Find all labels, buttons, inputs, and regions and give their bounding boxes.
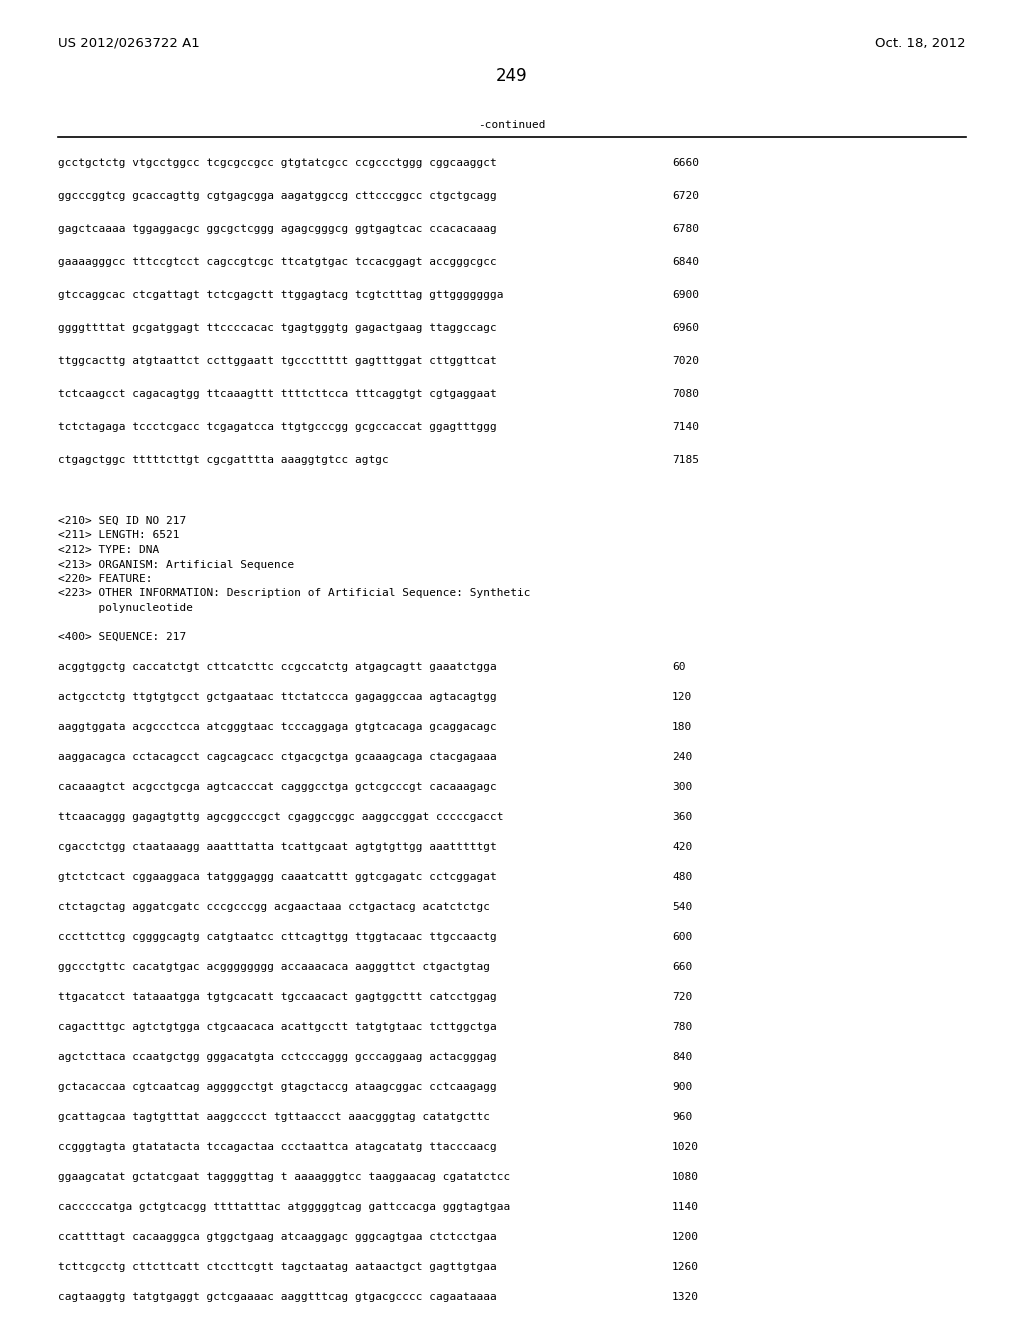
Text: ccgggtagta gtatatacta tccagactaa ccctaattca atagcatatg ttacccaacg: ccgggtagta gtatatacta tccagactaa ccctaat…: [58, 1142, 497, 1151]
Text: gtccaggcac ctcgattagt tctcgagctt ttggagtacg tcgtctttag gttggggggga: gtccaggcac ctcgattagt tctcgagctt ttggagt…: [58, 290, 504, 300]
Text: aaggacagca cctacagcct cagcagcacc ctgacgctga gcaaagcaga ctacgagaaa: aaggacagca cctacagcct cagcagcacc ctgacgc…: [58, 751, 497, 762]
Text: 420: 420: [672, 842, 692, 851]
Text: ttgacatcct tataaatgga tgtgcacatt tgccaacact gagtggcttt catcctggag: ttgacatcct tataaatgga tgtgcacatt tgccaac…: [58, 991, 497, 1002]
Text: <223> OTHER INFORMATION: Description of Artificial Sequence: Synthetic: <223> OTHER INFORMATION: Description of …: [58, 589, 530, 598]
Text: 180: 180: [672, 722, 692, 731]
Text: 1200: 1200: [672, 1232, 699, 1242]
Text: <400> SEQUENCE: 217: <400> SEQUENCE: 217: [58, 631, 186, 642]
Text: 360: 360: [672, 812, 692, 821]
Text: 480: 480: [672, 871, 692, 882]
Text: gctacaccaa cgtcaatcag aggggcctgt gtagctaccg ataagcggac cctcaagagg: gctacaccaa cgtcaatcag aggggcctgt gtagcta…: [58, 1081, 497, 1092]
Text: gagctcaaaa tggaggacgc ggcgctcggg agagcgggcg ggtgagtcac ccacacaaag: gagctcaaaa tggaggacgc ggcgctcggg agagcgg…: [58, 224, 497, 234]
Text: 840: 840: [672, 1052, 692, 1061]
Text: 7185: 7185: [672, 455, 699, 465]
Text: ttggcacttg atgtaattct ccttggaatt tgcccttttt gagtttggat cttggttcat: ttggcacttg atgtaattct ccttggaatt tgccctt…: [58, 356, 497, 366]
Text: -continued: -continued: [478, 120, 546, 129]
Text: gaaaagggcc tttccgtcct cagccgtcgc ttcatgtgac tccacggagt accgggcgcc: gaaaagggcc tttccgtcct cagccgtcgc ttcatgt…: [58, 257, 497, 267]
Text: <210> SEQ ID NO 217: <210> SEQ ID NO 217: [58, 516, 186, 525]
Text: 120: 120: [672, 692, 692, 701]
Text: US 2012/0263722 A1: US 2012/0263722 A1: [58, 37, 200, 50]
Text: cacaaagtct acgcctgcga agtcacccat cagggcctga gctcgcccgt cacaaagagc: cacaaagtct acgcctgcga agtcacccat cagggcc…: [58, 781, 497, 792]
Text: aaggtggata acgccctcca atcgggtaac tcccaggaga gtgtcacaga gcaggacagc: aaggtggata acgccctcca atcgggtaac tcccagg…: [58, 722, 497, 731]
Text: 6960: 6960: [672, 323, 699, 333]
Text: cagtaaggtg tatgtgaggt gctcgaaaac aaggtttcag gtgacgcccc cagaataaaa: cagtaaggtg tatgtgaggt gctcgaaaac aaggttt…: [58, 1291, 497, 1302]
Text: 6720: 6720: [672, 191, 699, 201]
Text: 1260: 1260: [672, 1262, 699, 1271]
Text: 960: 960: [672, 1111, 692, 1122]
Text: cacccccatga gctgtcacgg ttttatttac atgggggtcag gattccacga gggtagtgaa: cacccccatga gctgtcacgg ttttatttac atgggg…: [58, 1201, 510, 1212]
Text: 780: 780: [672, 1022, 692, 1031]
Text: ggccctgttc cacatgtgac acgggggggg accaaacaca aagggttct ctgactgtag: ggccctgttc cacatgtgac acgggggggg accaaac…: [58, 961, 490, 972]
Text: cagactttgc agtctgtgga ctgcaacaca acattgcctt tatgtgtaac tcttggctga: cagactttgc agtctgtgga ctgcaacaca acattgc…: [58, 1022, 497, 1031]
Text: 1080: 1080: [672, 1172, 699, 1181]
Text: gcattagcaa tagtgtttat aaggcccct tgttaaccct aaacgggtag catatgcttc: gcattagcaa tagtgtttat aaggcccct tgttaacc…: [58, 1111, 490, 1122]
Text: <213> ORGANISM: Artificial Sequence: <213> ORGANISM: Artificial Sequence: [58, 560, 294, 569]
Text: 300: 300: [672, 781, 692, 792]
Text: 7020: 7020: [672, 356, 699, 366]
Text: cgacctctgg ctaataaagg aaatttatta tcattgcaat agtgtgttgg aaatttttgt: cgacctctgg ctaataaagg aaatttatta tcattgc…: [58, 842, 497, 851]
Text: ctctagctag aggatcgatc cccgcccgg acgaactaaa cctgactacg acatctctgc: ctctagctag aggatcgatc cccgcccgg acgaacta…: [58, 902, 490, 912]
Text: ctgagctggc tttttcttgt cgcgatttta aaaggtgtcc agtgc: ctgagctggc tttttcttgt cgcgatttta aaaggtg…: [58, 455, 389, 465]
Text: ggggttttat gcgatggagt ttccccacac tgagtgggtg gagactgaag ttaggccagc: ggggttttat gcgatggagt ttccccacac tgagtgg…: [58, 323, 497, 333]
Text: 6900: 6900: [672, 290, 699, 300]
Text: 6660: 6660: [672, 158, 699, 168]
Text: 240: 240: [672, 751, 692, 762]
Text: tctcaagcct cagacagtgg ttcaaagttt ttttcttcca tttcaggtgt cgtgaggaat: tctcaagcct cagacagtgg ttcaaagttt ttttctt…: [58, 389, 497, 399]
Text: gcctgctctg vtgcctggcc tcgcgccgcc gtgtatcgcc ccgccctggg cggcaaggct: gcctgctctg vtgcctggcc tcgcgccgcc gtgtatc…: [58, 158, 497, 168]
Text: agctcttaca ccaatgctgg gggacatgta cctcccaggg gcccaggaag actacgggag: agctcttaca ccaatgctgg gggacatgta cctccca…: [58, 1052, 497, 1061]
Text: <212> TYPE: DNA: <212> TYPE: DNA: [58, 545, 160, 554]
Text: 540: 540: [672, 902, 692, 912]
Text: ttcaacaggg gagagtgttg agcggcccgct cgaggccggc aaggccggat cccccgacct: ttcaacaggg gagagtgttg agcggcccgct cgaggc…: [58, 812, 504, 821]
Text: tctctagaga tccctcgacc tcgagatcca ttgtgcccgg gcgccaccat ggagtttggg: tctctagaga tccctcgacc tcgagatcca ttgtgcc…: [58, 422, 497, 432]
Text: acggtggctg caccatctgt cttcatcttc ccgccatctg atgagcagtt gaaatctgga: acggtggctg caccatctgt cttcatcttc ccgccat…: [58, 661, 497, 672]
Text: 1020: 1020: [672, 1142, 699, 1151]
Text: 1140: 1140: [672, 1201, 699, 1212]
Text: 600: 600: [672, 932, 692, 941]
Text: 6780: 6780: [672, 224, 699, 234]
Text: 720: 720: [672, 991, 692, 1002]
Text: polynucleotide: polynucleotide: [58, 603, 193, 612]
Text: ggcccggtcg gcaccagttg cgtgagcgga aagatggccg cttcccggcc ctgctgcagg: ggcccggtcg gcaccagttg cgtgagcgga aagatgg…: [58, 191, 497, 201]
Text: cccttcttcg cggggcagtg catgtaatcc cttcagttgg ttggtacaac ttgccaactg: cccttcttcg cggggcagtg catgtaatcc cttcagt…: [58, 932, 497, 941]
Text: ggaagcatat gctatcgaat taggggttag t aaaagggtcc taaggaacag cgatatctcc: ggaagcatat gctatcgaat taggggttag t aaaag…: [58, 1172, 510, 1181]
Text: actgcctctg ttgtgtgcct gctgaataac ttctatccca gagaggccaa agtacagtgg: actgcctctg ttgtgtgcct gctgaataac ttctatc…: [58, 692, 497, 701]
Text: 60: 60: [672, 661, 685, 672]
Text: ccattttagt cacaagggca gtggctgaag atcaaggagc gggcagtgaa ctctcctgaa: ccattttagt cacaagggca gtggctgaag atcaagg…: [58, 1232, 497, 1242]
Text: <220> FEATURE:: <220> FEATURE:: [58, 574, 153, 583]
Text: <211> LENGTH: 6521: <211> LENGTH: 6521: [58, 531, 179, 540]
Text: 7080: 7080: [672, 389, 699, 399]
Text: 1320: 1320: [672, 1291, 699, 1302]
Text: 249: 249: [497, 67, 527, 84]
Text: 660: 660: [672, 961, 692, 972]
Text: gtctctcact cggaaggaca tatgggaggg caaatcattt ggtcgagatc cctcggagat: gtctctcact cggaaggaca tatgggaggg caaatca…: [58, 871, 497, 882]
Text: 7140: 7140: [672, 422, 699, 432]
Text: Oct. 18, 2012: Oct. 18, 2012: [876, 37, 966, 50]
Text: 6840: 6840: [672, 257, 699, 267]
Text: tcttcgcctg cttcttcatt ctccttcgtt tagctaatag aataactgct gagttgtgaa: tcttcgcctg cttcttcatt ctccttcgtt tagctaa…: [58, 1262, 497, 1271]
Text: 900: 900: [672, 1081, 692, 1092]
